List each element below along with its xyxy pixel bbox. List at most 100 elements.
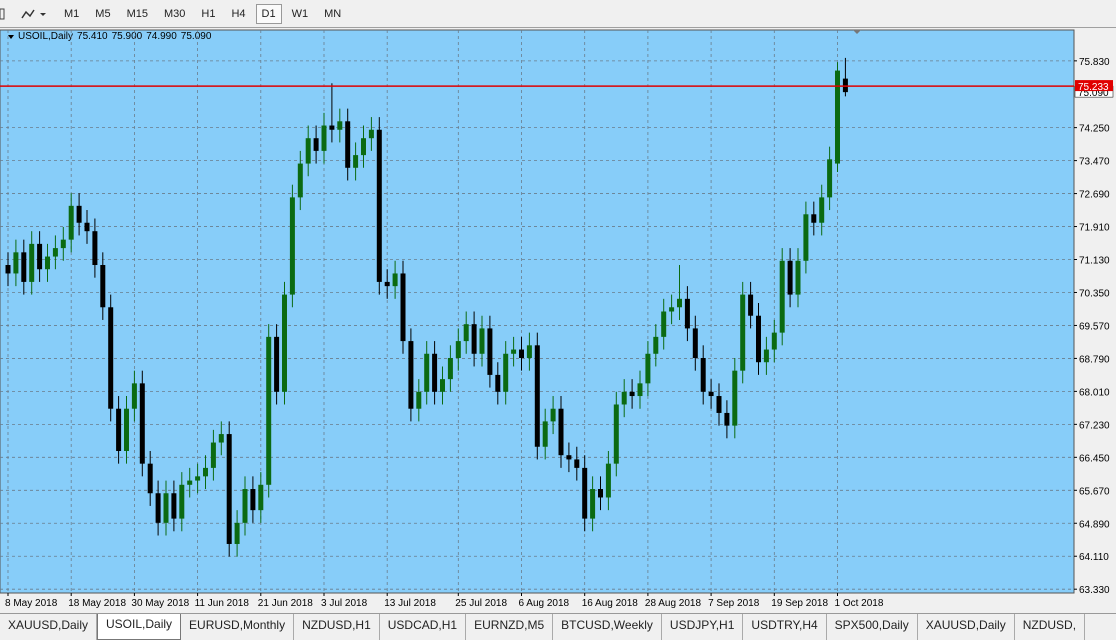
candle-body [108,307,114,409]
candle-body [463,324,469,342]
chart-tab[interactable]: XAUUSD,Daily [918,614,1015,640]
candle-body [242,489,248,523]
timeframe-button[interactable]: M30 [163,7,186,20]
y-tick-label: 65.670 [1079,486,1110,497]
header-open: 75.410 [77,31,108,42]
x-tick-label: 13 Jul 2018 [384,598,436,609]
x-tick-label: 1 Oct 2018 [835,598,884,609]
candle-body [511,349,517,354]
candle-body [684,298,690,329]
chart-tab[interactable]: EURNZD,M5 [466,614,554,640]
candle-body [187,480,193,485]
candle-body [329,125,335,130]
candle-body [92,231,98,266]
candle-body [795,260,801,295]
candle-body [534,345,540,447]
header-arrow [8,35,14,39]
candle-body [416,391,422,409]
candle-body [408,341,414,409]
candle-body [629,391,635,397]
candle-body [195,476,201,481]
chart-tab[interactable]: USDCAD,H1 [380,614,467,640]
toolbar: M1 M5 M15 M30 H1 H4 D1 W1 MN [0,0,1116,28]
plot-background [0,29,1075,594]
chart-tab[interactable]: NZDUSD, [1015,614,1086,640]
timeframe-button[interactable]: M1 [64,7,80,20]
timeframe-button[interactable]: H1 [201,7,216,20]
timeframe-button[interactable]: D1 [255,3,282,24]
candle-body [37,243,43,270]
candle-body [550,408,556,422]
timeframe-button[interactable]: MN [324,7,342,20]
candle-body [582,467,588,519]
candle-body [756,315,761,363]
candle-body [621,391,627,405]
candle-body [171,493,177,519]
x-tick-label: 6 Aug 2018 [519,598,570,609]
candle-body [827,159,833,198]
chart-tab[interactable]: USOIL,Daily [97,614,182,640]
x-tick-label: 11 Jun 2018 [195,598,250,609]
icon[interactable] [40,12,46,16]
chart-tab[interactable]: EURUSD,Monthly [181,614,295,640]
y-tick-label: 71.130 [1079,256,1110,267]
y-tick-label: 67.230 [1079,420,1110,431]
candle-body [163,493,169,523]
x-tick-label: 7 Sep 2018 [708,598,760,609]
candle-body [313,138,319,151]
y-tick-label: 68.010 [1079,387,1110,398]
candle-body [566,455,572,460]
candle-body [203,467,208,477]
candle-body [440,379,445,392]
y-tick-label: 70.350 [1079,288,1110,299]
candle-body [732,370,738,426]
candle-body [637,383,643,397]
candle-body [282,294,287,392]
chart-tab[interactable]: SPX500,Daily [827,614,918,640]
candle-body [598,489,603,498]
candle-body [100,265,106,308]
x-tick-label: 18 May 2018 [68,598,126,609]
timeframe-button[interactable]: W1 [291,7,309,20]
candle-body [503,353,509,392]
candle-body [779,260,785,333]
candle-body [392,273,398,287]
candle-body [60,239,66,249]
x-tick-label: 25 Jul 2018 [455,598,507,609]
timeframe-button[interactable]: H4 [231,7,246,20]
candle-body [29,243,35,282]
candle-body [76,205,82,223]
candle-body [250,489,256,511]
candle-body [139,383,145,464]
candle-body [13,252,19,274]
candle-body [274,336,280,392]
y-tick-label: 73.470 [1079,157,1110,168]
candle-body [447,357,453,380]
candle-body [819,197,825,223]
header-low: 74.990 [146,31,177,42]
chart-tab[interactable]: USDJPY,H1 [662,614,744,640]
candle-body [345,121,351,168]
candle-body [210,442,216,468]
candle-body [479,328,485,354]
y-tick-label: 68.790 [1079,354,1110,365]
chart-tab[interactable]: XAUUSD,Daily [0,614,98,640]
tabs: XAUUSD,Daily USOIL,Daily EURUSD,Monthly NZD… [0,613,1116,640]
chart-tab[interactable]: NZDUSD,H1 [294,614,380,640]
candle-body [353,155,359,168]
chart-tab[interactable]: USDTRY,H4 [743,614,827,640]
candle-body [289,197,295,295]
chart-tab[interactable]: BTCUSD,Weekly [553,614,662,640]
icon[interactable] [21,9,35,18]
candle-body [526,345,532,358]
candle-body [771,332,777,350]
timeframe-button[interactable]: M5 [95,7,111,20]
candle-body [574,459,580,468]
x-tick-label: 16 Aug 2018 [582,598,639,609]
candle-body [155,493,161,523]
x-tick-label: 3 Jul 2018 [321,598,368,609]
candle-body [740,294,746,371]
timeframe-button[interactable]: M15 [126,7,148,20]
candle-body [21,252,27,282]
